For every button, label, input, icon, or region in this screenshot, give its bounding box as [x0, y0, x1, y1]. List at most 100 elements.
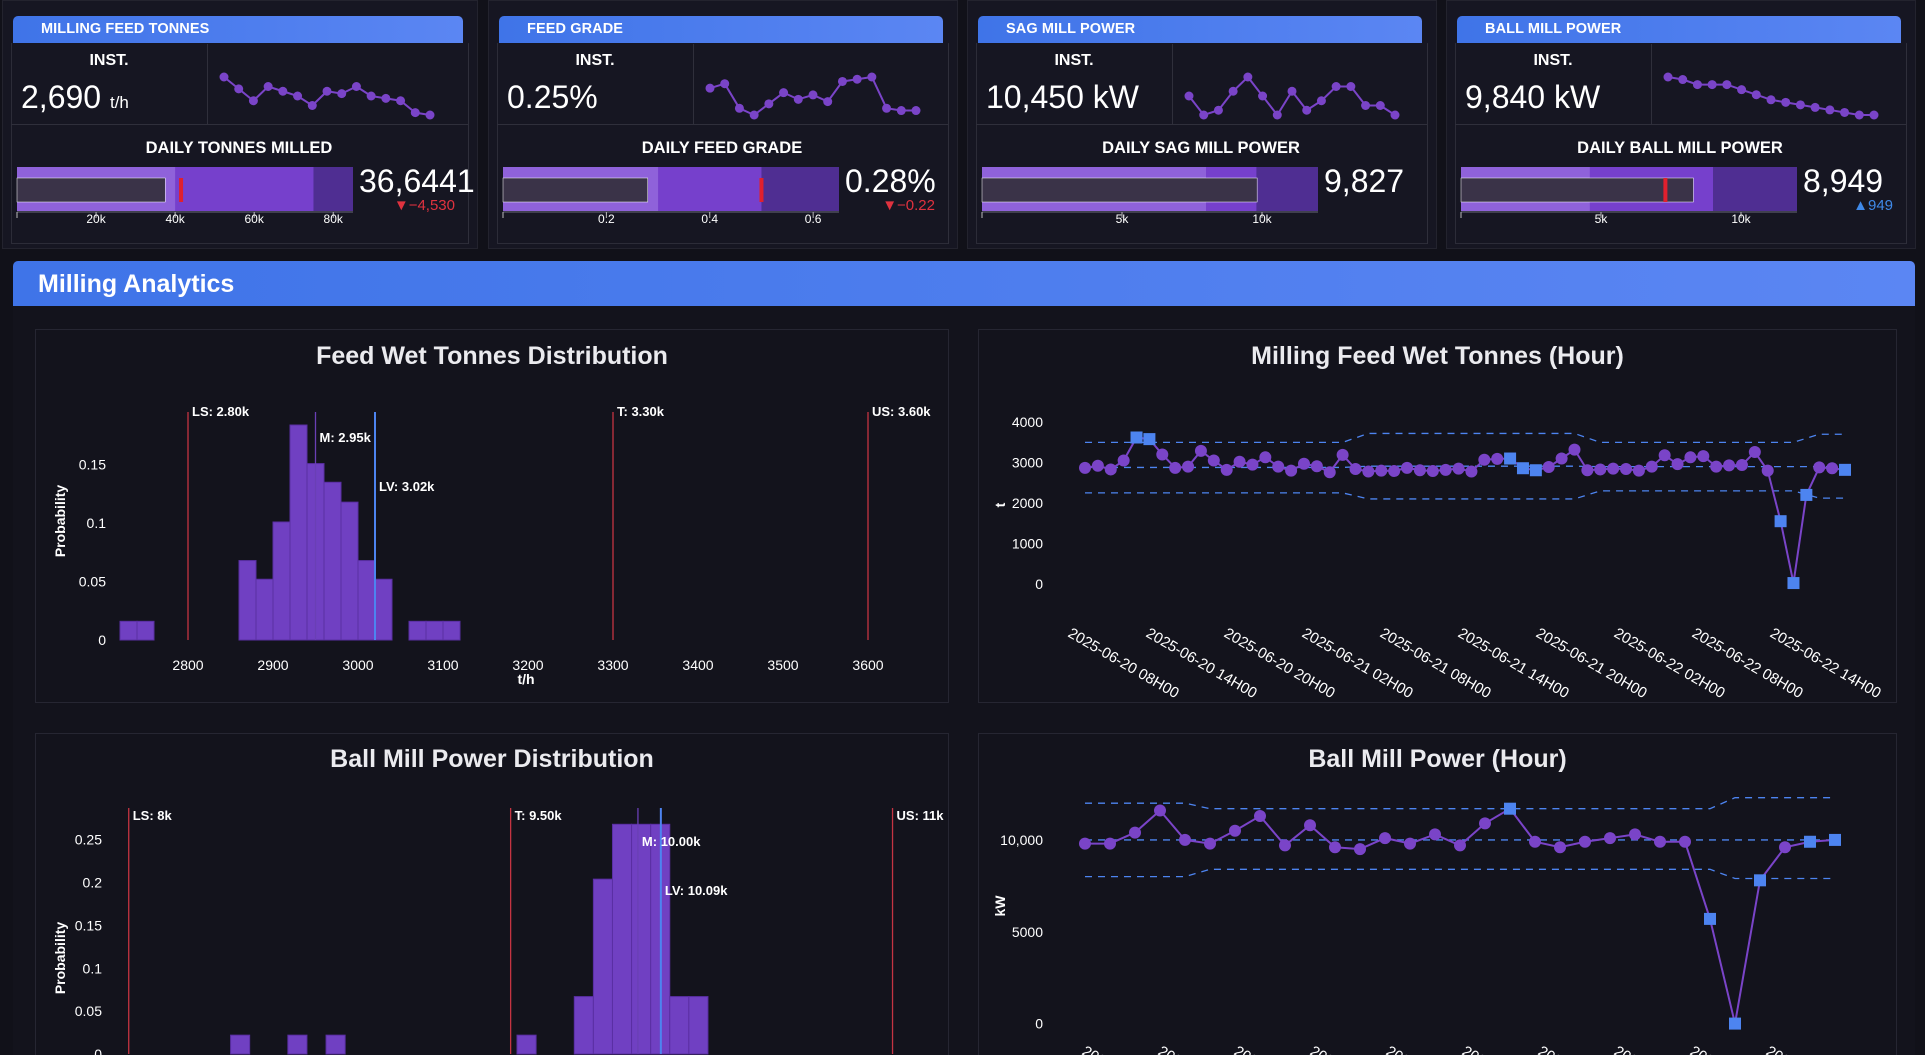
- sparkline-point: [1854, 110, 1864, 120]
- histogram-bar: [425, 620, 444, 641]
- y-tick-label: 0: [1035, 1016, 1043, 1032]
- feed-distribution-title: Feed Wet Tonnes Distribution: [316, 342, 668, 370]
- x-tick-label: 3000: [342, 657, 373, 673]
- data-point: [1555, 452, 1568, 465]
- x-tick-label: 2025-06-2: [1307, 1043, 1375, 1055]
- data-point: [1246, 458, 1259, 471]
- sparkline-point: [705, 83, 715, 93]
- bullet-tick-label: 0.4: [701, 212, 718, 225]
- data-point: [1204, 837, 1216, 850]
- y-tick-label: 0.15: [75, 917, 102, 933]
- outlier-marker: [1800, 488, 1813, 501]
- histogram-bar: [323, 481, 342, 641]
- sparkline-point: [1663, 72, 1673, 82]
- bullet-target-marker: [1663, 178, 1668, 202]
- kpi-divider-right: [948, 44, 949, 244]
- sparkline-point: [1287, 86, 1297, 96]
- outlier-marker: [1529, 464, 1542, 477]
- data-point: [1297, 457, 1310, 470]
- sparkline-point: [278, 86, 288, 96]
- data-point: [1304, 819, 1316, 832]
- kpi-divider-right: [1427, 44, 1428, 244]
- sparkline-point: [425, 110, 435, 120]
- ball-hour-title: Ball Mill Power (Hour): [1308, 745, 1567, 773]
- sparkline-point: [396, 96, 406, 106]
- bullet-gauge: 20k 40k 60k 80k: [16, 167, 353, 225]
- y-axis-label: Probability: [52, 922, 68, 995]
- daily-value: 36,6441: [359, 163, 475, 199]
- data-point: [1429, 828, 1441, 841]
- histogram-bar: [255, 578, 274, 641]
- data-point: [1104, 463, 1117, 476]
- data-point: [1479, 817, 1491, 830]
- data-point: [1426, 465, 1439, 478]
- x-tick-label: 3600: [852, 657, 883, 673]
- kpi-card: MILLING FEED TONNES INST. 2,690 t/h DAIL…: [2, 0, 478, 249]
- daily-value: 0.28%: [845, 163, 936, 199]
- y-tick-label: 1000: [1012, 535, 1043, 551]
- daily-delta: ▼−0.22: [882, 197, 935, 214]
- data-point: [1079, 837, 1091, 850]
- kpi-divider-horizontal: [1455, 124, 1907, 125]
- sparkline-point: [1375, 101, 1385, 110]
- data-point: [1179, 833, 1191, 846]
- sparkline-point: [867, 72, 877, 82]
- y-tick-label: 0.25: [75, 832, 102, 848]
- reference-label: US: 11k: [897, 808, 945, 823]
- sparkline-point: [322, 86, 332, 96]
- bullet-tick-label: 20k: [86, 212, 106, 225]
- kpi-divider-horizontal: [976, 124, 1428, 125]
- data-point: [1129, 826, 1141, 839]
- y-axis-label: Probability: [52, 485, 68, 558]
- data-point: [1079, 461, 1091, 474]
- data-point: [1375, 464, 1388, 477]
- sparkline-point: [852, 74, 862, 84]
- data-point: [1194, 444, 1207, 457]
- histogram-bar: [119, 620, 138, 641]
- x-tick-label: 2800: [172, 657, 203, 673]
- ball-hour-chart: 0 5000 10,000 kW 2025-06-2 2025-06-2 2025-06-2…: [992, 797, 1841, 1055]
- data-point: [1710, 460, 1723, 473]
- bullet-value-bar: [981, 177, 1258, 203]
- y-tick-label: 0: [94, 1046, 102, 1055]
- y-tick-label: 0.05: [75, 1003, 102, 1019]
- reference-label: LS: 2.80k: [192, 404, 250, 419]
- upper-band-line: [1085, 432, 1845, 443]
- data-point: [1604, 832, 1616, 845]
- sparkline-point: [1228, 86, 1238, 96]
- data-point: [1156, 448, 1169, 461]
- histogram-bar: [357, 560, 376, 641]
- sparkline-point: [293, 91, 303, 101]
- x-tick-label: 2025-06-2: [1459, 1043, 1527, 1055]
- x-tick-label: 2025-06-2: [1763, 1043, 1831, 1055]
- reference-label: T: 9.50k: [515, 808, 563, 823]
- data-point: [1233, 455, 1246, 468]
- sparkline-point: [337, 89, 347, 99]
- daily-value: 8,949: [1803, 163, 1884, 199]
- data-point: [1323, 466, 1336, 479]
- outlier-marker: [1504, 452, 1517, 465]
- sparkline-point: [837, 76, 847, 86]
- sparkline-point: [1707, 80, 1717, 90]
- kpi-title: MILLING FEED TONNES: [13, 16, 463, 43]
- ball-distribution-chart: 0 0.05 0.1 0.15 0.2 0.25 LS: 8k T: 9.50k M: 10.0…: [52, 808, 945, 1055]
- histogram-bar: [688, 996, 709, 1055]
- feed-distribution-panel: Feed Wet Tonnes Distribution 0 0.05 0.1 0.1…: [35, 329, 949, 703]
- daily-label: DAILY FEED GRADE: [641, 139, 803, 157]
- histogram-bar: [230, 1034, 251, 1055]
- reference-label: M: 2.95k: [320, 430, 372, 445]
- sparkline-line: [223, 76, 431, 116]
- data-point: [1491, 452, 1504, 465]
- data-point: [1310, 460, 1323, 473]
- sparkline-point: [764, 99, 774, 109]
- kpi-card: FEED GRADE INST. 0.25% DAILY FEED GRADE …: [488, 0, 958, 249]
- y-tick-label: 0.1: [87, 515, 107, 531]
- bullet-tick-label: 60k: [244, 212, 264, 225]
- sparkline-point: [1361, 101, 1371, 110]
- y-tick-label: 0.15: [79, 457, 106, 473]
- kpi-divider-vertical: [207, 44, 208, 124]
- sparkline: [1184, 72, 1400, 120]
- histogram-bar: [238, 560, 257, 641]
- bullet-value-bar: [16, 177, 166, 203]
- sparkline-point: [1272, 110, 1282, 120]
